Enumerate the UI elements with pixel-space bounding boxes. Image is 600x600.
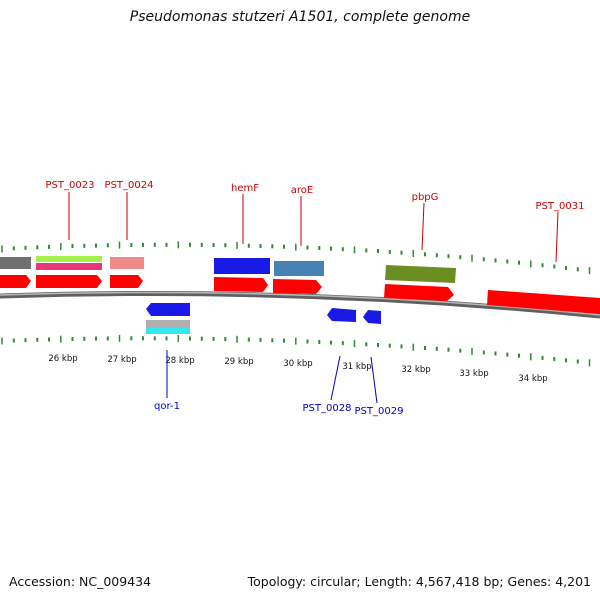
feature-pink <box>110 257 144 269</box>
cds-arrow <box>110 275 143 288</box>
scale-label: 26 kbp <box>48 354 77 364</box>
gene-label-pst-0023: PST_0023 <box>46 180 95 191</box>
gene-label-pst-0028: PST_0028 <box>303 403 352 414</box>
cds-arrow-reverse <box>363 310 381 324</box>
gene-label-pbpg: pbpG <box>412 192 439 203</box>
scale-label: 33 kbp <box>459 369 488 379</box>
gene-label-hemf: hemF <box>231 183 259 194</box>
tick-row-lower <box>1 334 591 367</box>
scale-label: 30 kbp <box>283 359 312 369</box>
gene-label-qor-1: qor-1 <box>154 401 180 412</box>
scale-label: 32 kbp <box>401 365 430 375</box>
feature-cyan <box>146 327 190 334</box>
genome-summary: Topology: circular; Length: 4,567,418 bp… <box>247 574 591 589</box>
feature-light-gray <box>146 320 190 327</box>
scale-label: 29 kbp <box>224 357 253 367</box>
map-title: Pseudomonas stutzeri A1501, complete gen… <box>129 9 471 25</box>
feature-lime <box>36 256 102 262</box>
gene-label-aroe: aroE <box>291 185 313 196</box>
genome-backbone <box>0 291 600 319</box>
scale-label: 28 kbp <box>165 356 194 366</box>
feature-track-upper <box>0 256 456 283</box>
scale-labels: 26 kbp 27 kbp 28 kbp 29 kbp 30 kbp 31 kb… <box>48 354 547 384</box>
cds-arrow <box>384 284 454 301</box>
cds-arrow-reverse <box>327 308 356 322</box>
leader-pst-0029 <box>370 356 378 404</box>
feature-gray <box>0 257 31 269</box>
feature-magenta <box>36 263 102 270</box>
leader-pst-0031 <box>555 211 559 263</box>
gene-label-pst-0024: PST_0024 <box>105 180 154 191</box>
feature-aroe-steel <box>274 261 324 276</box>
label-leaders <box>68 192 559 404</box>
cds-arrow <box>487 290 600 314</box>
accession-label: Accession: NC_009434 <box>9 574 152 589</box>
feature-track-lower <box>146 303 381 334</box>
gene-labels-top: PST_0023 PST_0024 hemF aroE pbpG PST_003… <box>46 180 585 212</box>
leader-pbpg <box>421 202 425 251</box>
feature-hemf-blue <box>214 258 270 274</box>
gene-label-pst-0029: PST_0029 <box>355 406 404 417</box>
cds-arrow-reverse <box>146 303 190 316</box>
cds-track <box>0 275 600 314</box>
cds-arrow <box>214 277 268 292</box>
cds-arrow <box>0 275 31 288</box>
scale-label: 27 kbp <box>107 355 136 365</box>
gene-labels-bottom: qor-1 PST_0028 PST_0029 <box>154 401 403 417</box>
scale-label: 31 kbp <box>342 362 371 372</box>
feature-pbpg-olive <box>385 265 456 283</box>
genome-backbone-highlight <box>0 291 600 316</box>
tick-row-upper <box>1 241 591 275</box>
cds-arrow <box>273 279 322 294</box>
cds-arrow <box>36 275 102 288</box>
leader-pst-0028 <box>330 355 341 401</box>
gene-label-pst-0031: PST_0031 <box>536 201 585 212</box>
scale-label: 34 kbp <box>518 374 547 384</box>
